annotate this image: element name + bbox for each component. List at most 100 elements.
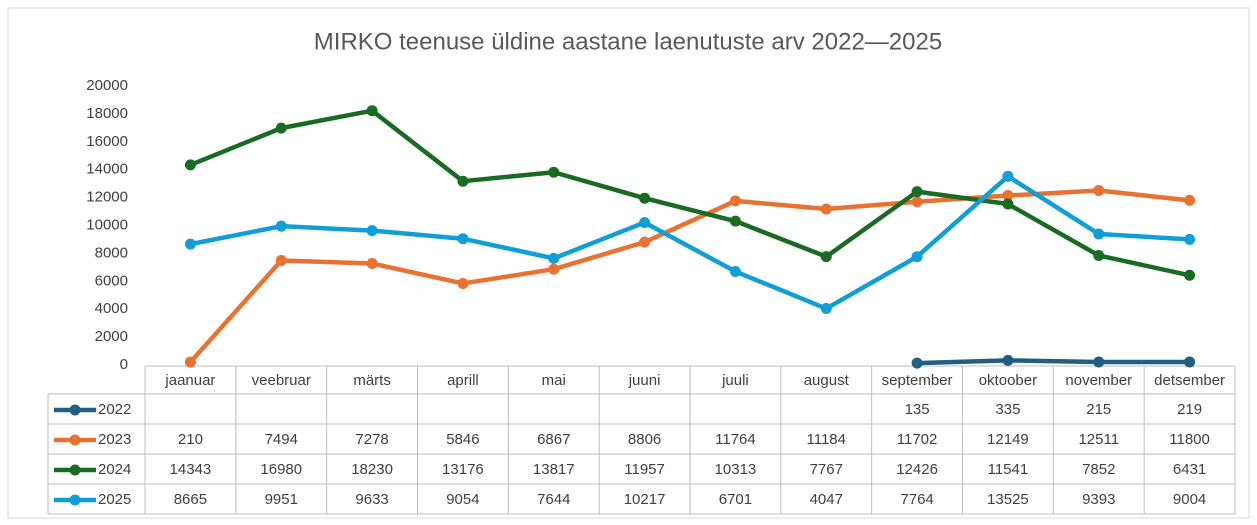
point	[275, 254, 287, 266]
point	[820, 251, 832, 263]
point	[548, 166, 560, 178]
legend-marker	[69, 434, 81, 446]
legend-label: 2023	[98, 431, 131, 448]
table-value: 5846	[446, 431, 479, 448]
table-value: 9054	[446, 491, 479, 508]
point	[639, 192, 651, 204]
table-value: 16980	[260, 461, 302, 478]
point	[1093, 249, 1105, 261]
legend-marker	[69, 494, 81, 506]
y-tick-label: 2000	[95, 328, 128, 345]
x-tick-label: mai	[542, 372, 566, 389]
point	[366, 257, 378, 269]
table-value: 9393	[1082, 491, 1115, 508]
point	[911, 196, 923, 208]
table-value: 14343	[170, 461, 212, 478]
table-value: 8665	[174, 491, 207, 508]
table-value: 9951	[265, 491, 298, 508]
table-value: 11541	[988, 461, 1029, 478]
table-value: 11702	[897, 431, 938, 448]
point	[820, 303, 832, 315]
point	[1002, 170, 1014, 182]
table-value: 13525	[987, 491, 1029, 508]
table-value: 9633	[355, 491, 388, 508]
table-value: 7764	[900, 491, 933, 508]
x-tick-label: september	[882, 372, 953, 389]
table-value: 4047	[810, 491, 843, 508]
table-value: 7852	[1082, 461, 1115, 478]
table-value: 13176	[442, 461, 484, 478]
x-tick-label: märts	[353, 372, 391, 389]
table-value: 7494	[265, 431, 298, 448]
table-value: 9004	[1173, 491, 1206, 508]
y-tick-label: 20000	[86, 77, 128, 94]
legend-label: 2025	[98, 491, 131, 508]
point	[1093, 228, 1105, 240]
point	[1093, 356, 1105, 368]
table-value: 6431	[1173, 461, 1206, 478]
point	[1184, 356, 1196, 368]
table-value: 135	[905, 401, 930, 418]
point	[184, 159, 196, 171]
point	[184, 356, 196, 368]
point	[729, 195, 741, 207]
table-value: 12426	[896, 461, 938, 478]
point	[457, 233, 469, 245]
y-tick-label: 16000	[86, 133, 128, 150]
point	[275, 122, 287, 134]
point	[639, 216, 651, 228]
point	[1184, 269, 1196, 281]
x-tick-label: veebruar	[252, 372, 311, 389]
point	[729, 215, 741, 227]
point	[911, 357, 923, 369]
point	[820, 203, 832, 215]
table-value: 219	[1177, 401, 1202, 418]
x-tick-label: aprill	[447, 372, 479, 389]
legend-marker	[69, 464, 81, 476]
point	[1002, 198, 1014, 210]
point	[639, 236, 651, 248]
y-tick-label: 14000	[86, 161, 128, 178]
table-value: 11184	[807, 431, 847, 448]
x-tick-label: oktoober	[979, 372, 1037, 389]
table-value: 7644	[537, 491, 570, 508]
y-tick-label: 18000	[86, 105, 128, 122]
table-value: 12511	[1078, 431, 1119, 448]
table-value: 11764	[715, 431, 756, 448]
table-value: 8806	[628, 431, 661, 448]
table-value: 215	[1086, 401, 1111, 418]
point	[275, 220, 287, 232]
legend-marker	[69, 404, 81, 416]
y-tick-label: 0	[120, 356, 128, 373]
table-value: 6701	[719, 491, 752, 508]
point	[457, 175, 469, 187]
x-tick-label: november	[1065, 372, 1132, 389]
y-tick-label: 8000	[95, 244, 128, 261]
point	[366, 105, 378, 117]
point	[1002, 354, 1014, 366]
y-tick-label: 10000	[86, 216, 128, 233]
table-value: 6867	[537, 431, 570, 448]
table-value: 210	[178, 431, 203, 448]
legend-label: 2024	[98, 461, 131, 478]
table-value: 12149	[987, 431, 1029, 448]
point	[1184, 233, 1196, 245]
x-tick-label: jaanuar	[164, 372, 215, 389]
table-value: 7767	[810, 461, 843, 478]
point	[911, 251, 923, 263]
legend-label: 2022	[98, 401, 131, 418]
y-tick-label: 6000	[95, 272, 128, 289]
series-line	[188, 188, 1190, 364]
point	[1184, 194, 1196, 206]
point	[548, 263, 560, 275]
table-value: 13817	[533, 461, 575, 478]
point	[1093, 184, 1105, 196]
table-value: 10313	[715, 461, 757, 478]
table-value: 11800	[1169, 431, 1210, 448]
series-line	[189, 174, 1190, 311]
series-line	[917, 358, 1190, 366]
y-tick-label: 4000	[95, 300, 128, 317]
chart-title: MIRKO teenuse üldine aastane laenutuste …	[314, 28, 942, 55]
point	[911, 186, 923, 198]
